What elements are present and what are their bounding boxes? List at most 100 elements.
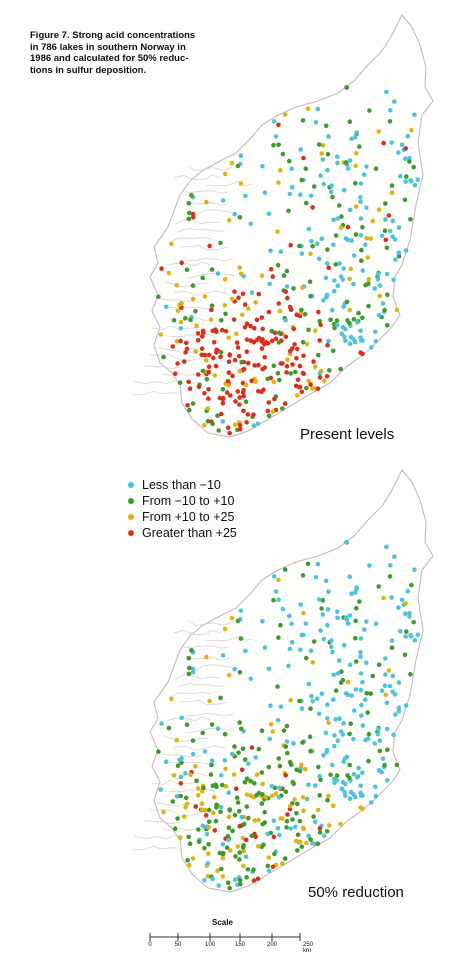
lake-point	[220, 419, 226, 424]
lake-point	[299, 706, 305, 711]
lake-point	[259, 315, 265, 320]
lake-point	[358, 671, 364, 676]
lake-point	[254, 792, 259, 798]
lake-point	[358, 650, 363, 655]
lake-point	[301, 808, 306, 814]
lake-point	[248, 676, 254, 681]
lake-point	[302, 767, 308, 772]
lake-point	[383, 656, 388, 661]
lake-point	[232, 289, 237, 294]
lake-point	[286, 663, 291, 669]
lake-point	[325, 716, 330, 721]
lake-point	[399, 142, 405, 148]
lake-point	[338, 821, 343, 827]
lake-point	[242, 780, 248, 785]
lake-point	[237, 857, 242, 862]
lake-point	[284, 363, 290, 369]
lake-point	[358, 805, 363, 810]
lake-point	[297, 818, 303, 824]
lake-point	[317, 375, 323, 380]
lake-point	[213, 818, 219, 824]
lake-point	[362, 627, 367, 632]
lake-point	[318, 777, 323, 783]
lake-point	[200, 789, 205, 794]
lake-point	[311, 184, 317, 189]
lake-point	[193, 764, 198, 769]
lake-point	[316, 142, 322, 147]
lake-point	[287, 759, 293, 765]
lake-point	[295, 393, 300, 398]
lake-point	[179, 715, 184, 721]
lake-point	[396, 708, 402, 714]
coastline	[149, 469, 434, 893]
lake-point	[294, 811, 299, 816]
lake-point	[373, 793, 379, 799]
lake-point	[317, 318, 322, 324]
lake-point	[244, 337, 250, 342]
lake-point	[233, 399, 238, 404]
lake-point	[243, 382, 249, 388]
lake-point	[174, 737, 179, 743]
lake-point	[321, 181, 327, 187]
lake-point	[271, 597, 276, 603]
fjord-line	[169, 333, 215, 338]
lake-point	[415, 177, 421, 182]
lake-point	[251, 867, 256, 872]
lake-point	[318, 322, 323, 328]
lake-point	[308, 251, 313, 256]
lake-point	[408, 217, 413, 222]
lake-point	[384, 245, 390, 251]
lake-point	[382, 307, 387, 313]
lake-point	[334, 778, 340, 783]
lake-point	[210, 421, 215, 427]
lake-point	[238, 881, 243, 887]
lake-point	[402, 652, 408, 658]
lake-point	[326, 793, 331, 799]
lake-point	[352, 135, 358, 140]
lake-point	[276, 597, 281, 603]
lake-point	[208, 317, 214, 322]
lake-point	[326, 265, 331, 271]
lake-point	[260, 326, 265, 332]
lake-point	[358, 199, 363, 205]
lake-point	[396, 253, 402, 259]
lake-point	[405, 133, 411, 139]
lake-point	[190, 738, 196, 743]
fjord-line	[152, 780, 201, 786]
lake-point	[278, 167, 283, 173]
lake-point	[158, 787, 163, 792]
lake-point	[303, 621, 309, 626]
lake-point	[183, 805, 188, 810]
lake-point	[245, 867, 251, 872]
lake-point	[364, 205, 369, 210]
lake-point	[291, 781, 297, 787]
lake-point	[238, 608, 244, 613]
lake-point	[282, 401, 288, 406]
lake-point	[341, 266, 346, 271]
lake-point	[284, 370, 289, 375]
lake-point	[215, 413, 220, 419]
lake-point	[330, 762, 335, 768]
lake-point	[338, 680, 344, 685]
lake-point	[384, 323, 390, 328]
lake-point	[177, 380, 183, 386]
lake-point	[317, 371, 323, 376]
lake-point	[335, 738, 341, 743]
lake-point	[360, 679, 365, 685]
lake-point	[364, 691, 369, 696]
lake-point	[341, 304, 346, 310]
lake-point	[301, 610, 306, 616]
lake-point	[209, 762, 214, 768]
lake-point	[329, 183, 334, 188]
lake-point	[341, 759, 346, 764]
lake-point	[271, 119, 277, 124]
lake-point	[353, 687, 359, 692]
lake-point	[241, 848, 246, 854]
legend-item-minus10-to-plus10: From −10 to +10	[128, 493, 237, 509]
lake-point	[309, 694, 314, 699]
lake-point	[218, 350, 224, 355]
lake-point	[195, 338, 201, 343]
lake-point	[212, 340, 217, 345]
lake-point	[290, 817, 295, 822]
lake-point	[313, 328, 318, 333]
